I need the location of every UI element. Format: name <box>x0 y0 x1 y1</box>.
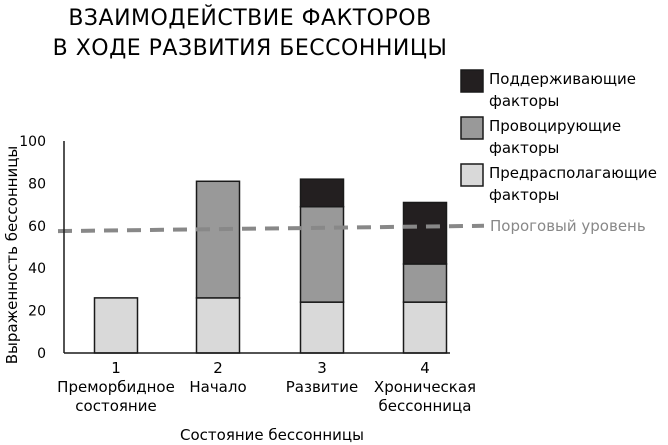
category-label-4-line-2: бессонница <box>379 397 472 415</box>
y-tick-80: 80 <box>28 176 46 192</box>
category-label-1-line-2: состояние <box>75 397 156 415</box>
y-tick-0: 0 <box>37 346 46 362</box>
legend: Поддерживающие факторы Провоцирующие фактор… <box>460 69 657 204</box>
category-number-2: 2 <box>213 359 223 377</box>
threshold-layer: Пороговый уровень <box>57 217 646 235</box>
y-axis-label: Выраженность бессонницы <box>3 146 21 365</box>
bar-segment-3-series-2 <box>299 205 345 303</box>
legend-swatch-1 <box>460 69 484 93</box>
legend-swatch-3 <box>460 163 484 187</box>
category-label-2-line-1: Начало <box>189 378 246 396</box>
chart-title-line-2: В ХОДЕ РАЗВИТИЯ БЕССОННИЦЫ <box>53 36 448 61</box>
legend-swatch-2 <box>460 116 484 140</box>
category-label-1-line-1: Преморбидное <box>57 378 175 396</box>
bar-segment-4-series-1 <box>402 301 448 354</box>
y-tick-40: 40 <box>28 261 46 277</box>
threshold-label: Пороговый уровень <box>490 217 646 235</box>
bar-segment-2-series-1 <box>195 297 241 354</box>
threshold-line <box>57 223 485 234</box>
y-tick-labels: 0 20 40 60 80 100 <box>19 134 46 362</box>
category-number-3: 3 <box>317 359 327 377</box>
category-label-4-line-1: Хроническая <box>374 378 476 396</box>
legend-label-1-line-1: Поддерживающие <box>489 70 636 88</box>
x-axis-label: Состояние бессонницы <box>180 426 364 444</box>
legend-label-3-line-2: факторы <box>489 186 559 204</box>
legend-label-2-line-2: факторы <box>489 139 559 157</box>
bar-segment-4-series-2 <box>402 263 448 303</box>
category-label-3-line-1: Развитие <box>286 378 359 396</box>
bars-layer <box>93 178 448 354</box>
bar-segment-3-series-1 <box>299 301 345 354</box>
y-tick-100: 100 <box>19 134 46 150</box>
bar-segment-3-series-3 <box>299 178 345 208</box>
legend-label-2-line-1: Провоцирующие <box>489 117 621 135</box>
chart-title-line-1: ВЗАИМОДЕЙСТВИЕ ФАКТОРОВ <box>68 5 431 31</box>
legend-label-1-line-2: факторы <box>489 92 559 110</box>
category-number-1: 1 <box>111 359 121 377</box>
bar-segment-2-series-2 <box>195 180 241 299</box>
y-tick-60: 60 <box>28 219 46 235</box>
y-tick-20: 20 <box>28 304 46 320</box>
legend-label-3-line-1: Предрасполагающие <box>489 164 657 182</box>
bar-segment-1-series-1 <box>93 297 139 354</box>
category-number-4: 4 <box>420 359 430 377</box>
bar-segment-4-series-3 <box>402 201 448 265</box>
